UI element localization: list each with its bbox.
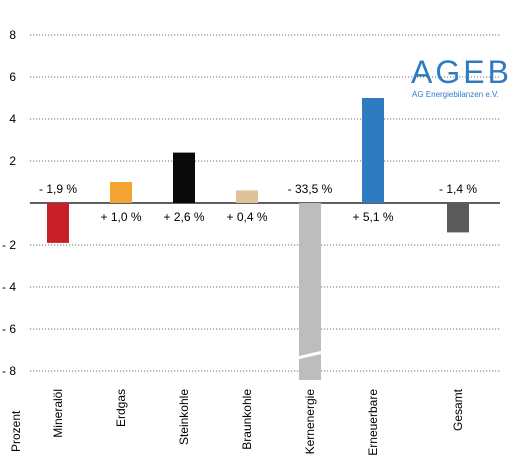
y-axis-label: Prozent [9,410,23,452]
bar-gesamt [447,203,469,233]
category-labels: Mineralöl Erdgas Steinkohle Braunkohle Kerne… [51,388,465,455]
category-label: Mineralöl [51,389,65,438]
y-tick-label: 6 [9,70,16,84]
gridlines [30,34,500,372]
data-labels: - 1,9 % + 1,0 % + 2,6 % + 0,4 % - 33,5 % + 5,… [39,182,477,224]
bar-steinkohle [173,152,195,203]
bars [47,98,469,380]
category-label: Erdgas [114,389,128,427]
category-label: Kernenergie [303,389,317,455]
data-label: - 1,4 % [439,182,477,196]
ageb-logo: AGEB AG Energiebilanzen e.V. [411,54,510,99]
data-label: - 1,9 % [39,182,77,196]
data-label: - 33,5 % [288,182,333,196]
bar-erneuerbare [362,98,384,203]
category-label: Erneuerbare [366,389,380,456]
y-tick-labels: 8 6 4 2 - 2 - 4 - 6 - 8 [2,28,16,378]
bar-erdgas [110,182,132,203]
bar-braunkohle [236,190,258,203]
y-tick-label: - 4 [2,280,16,294]
y-tick-label: - 6 [2,322,16,336]
y-tick-label: - 8 [2,364,16,378]
data-label: + 5,1 % [352,210,393,224]
data-label: + 0,4 % [226,210,267,224]
data-label: + 2,6 % [163,210,204,224]
category-label: Gesamt [451,388,465,431]
y-tick-label: 2 [9,154,16,168]
logo-subtitle: AG Energiebilanzen e.V. [412,90,499,99]
y-tick-label: 4 [9,112,16,126]
category-label: Braunkohle [240,389,254,450]
logo-name: AGEB [411,54,510,90]
y-tick-label: 8 [9,28,16,42]
bar-mineralöl [47,203,69,243]
data-label: + 1,0 % [100,210,141,224]
bar-kernenergie [299,203,321,380]
category-label: Steinkohle [177,389,191,445]
y-tick-label: - 2 [2,238,16,252]
axis-break [296,350,324,360]
